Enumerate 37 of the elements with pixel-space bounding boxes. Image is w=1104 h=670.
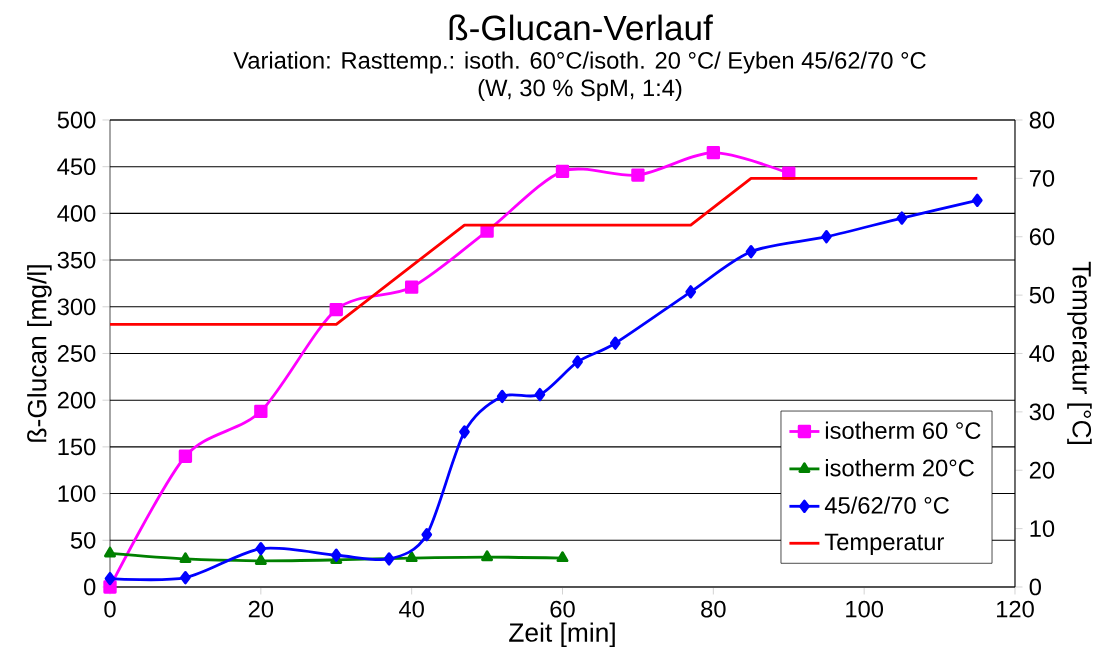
y-tick-label: 100 xyxy=(58,485,96,502)
text: (W, 30 % SpM, 1:4) xyxy=(478,78,682,102)
x-tick-label: 40 xyxy=(399,600,424,618)
y-tick-label: 500 xyxy=(57,111,96,129)
x-tick-label: 20 xyxy=(248,600,274,618)
legend-label: isotherm 60 °C xyxy=(825,421,981,439)
chart-title: ß-Glucan-Verlauf xyxy=(449,14,713,41)
x-tick-label: 0 xyxy=(104,600,116,618)
y2-tick-label: 70 xyxy=(1029,169,1055,187)
y2-tick-label: 10 xyxy=(1030,520,1055,537)
y-tick-label: 350 xyxy=(57,251,96,269)
y-tick-label: 200 xyxy=(57,391,96,409)
legend-label: Temperatur xyxy=(824,533,944,556)
x-tick-label: 100 xyxy=(846,600,884,618)
y-tick-label: 400 xyxy=(57,204,96,222)
y-tick-label: 0 xyxy=(84,578,96,596)
y2-tick-label: 80 xyxy=(1029,111,1055,129)
y-tick-label: 450 xyxy=(57,158,96,176)
y2-tick-label: 40 xyxy=(1029,345,1055,362)
y-axis-title: ß-Glucan [mg/l] xyxy=(27,265,52,442)
y2-tick-label: 60 xyxy=(1029,228,1055,246)
legend-label: isotherm 20°C xyxy=(825,458,974,477)
y-tick-label: 50 xyxy=(70,531,96,549)
legend-label: 45/62/70 °C xyxy=(824,496,949,514)
y2-tick-label: 0 xyxy=(1029,578,1041,596)
x-tick-label: 120 xyxy=(997,600,1034,618)
y2-tick-label: 50 xyxy=(1029,286,1055,304)
x-tick-label: 80 xyxy=(701,600,726,618)
y-tick-label: 300 xyxy=(57,298,96,316)
x-tick-label: 60 xyxy=(550,600,575,618)
chart-subtitle: Variation: Rasttemp.: isoth. 60°C/isoth. 20 °C/ Eyben 45/62/70 °C xyxy=(233,51,926,74)
y-tick-label: 250 xyxy=(57,345,96,362)
y2-tick-label: 20 xyxy=(1029,461,1055,479)
y2-axis-title: Temperatur [°C] xyxy=(1067,261,1092,444)
y2-tick-label: 30 xyxy=(1029,403,1055,421)
x-axis-title: Zeit [min] xyxy=(509,622,615,648)
y-tick-label: 150 xyxy=(58,438,96,456)
